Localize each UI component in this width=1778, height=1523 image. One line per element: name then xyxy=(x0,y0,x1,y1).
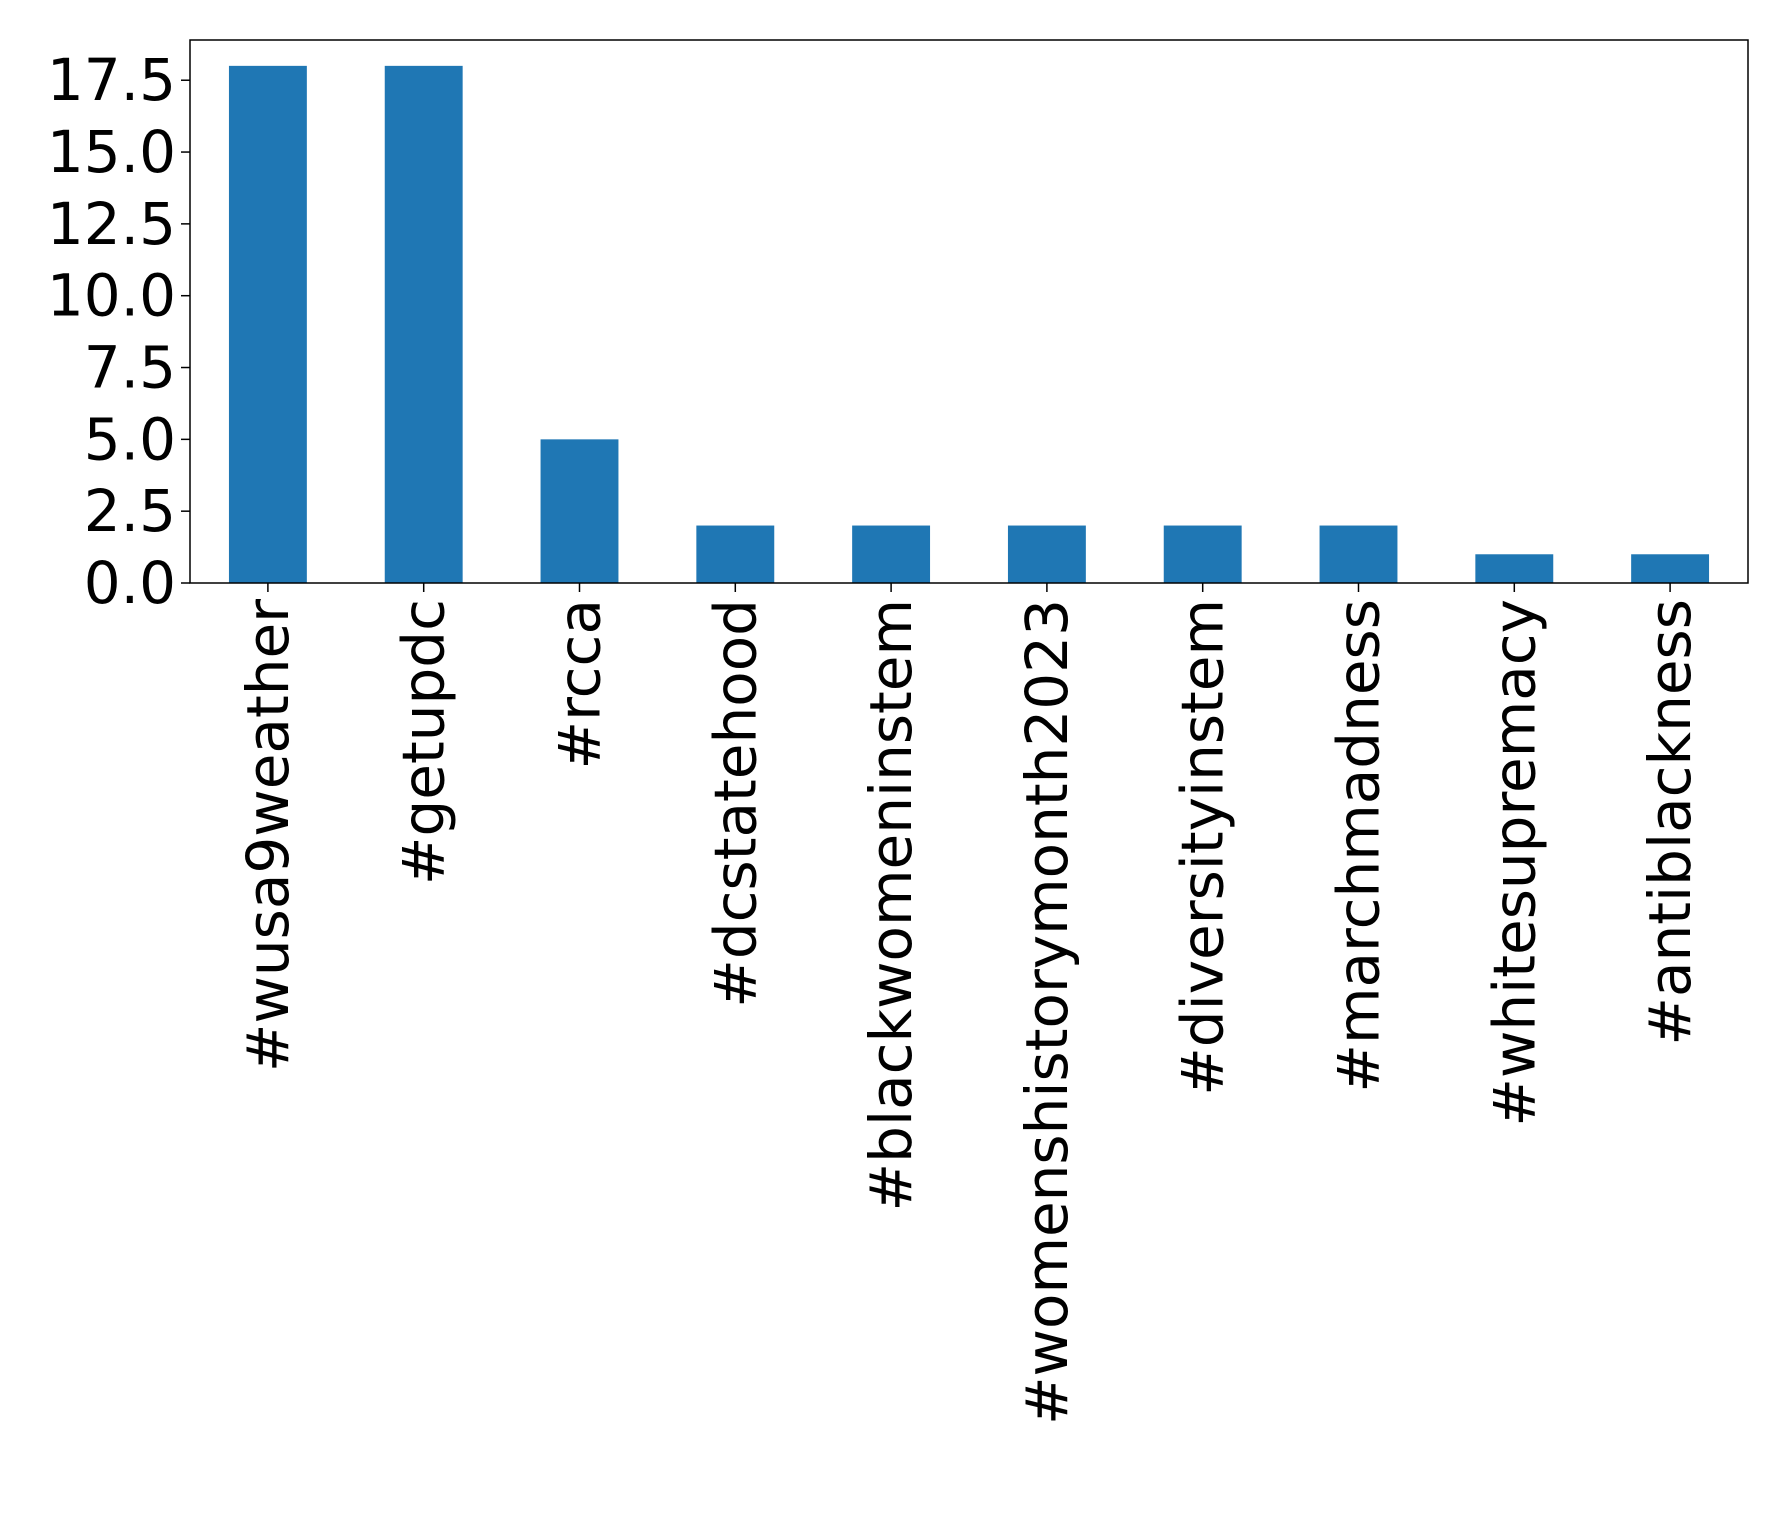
plot-area-frame xyxy=(189,39,1749,584)
bar-whitesupremacy xyxy=(1475,554,1554,583)
bar-wusa9weather xyxy=(228,65,307,584)
x-tick-label: #whitesupremacy xyxy=(1480,599,1548,1127)
x-tick-label: #diversityinstem xyxy=(1169,599,1237,1096)
x-tick-label: #antiblackness xyxy=(1636,599,1704,1046)
bar-womenshistorymonth2023 xyxy=(1007,525,1086,583)
bar-getupdc xyxy=(384,65,463,584)
y-tick-label: 7.5 xyxy=(84,334,176,402)
bar-diversityinstem xyxy=(1163,525,1242,583)
x-tick-label: #getupdc xyxy=(390,599,458,885)
x-axis: #wusa9weather #getupdc #rcca #dcstatehood #b… xyxy=(234,583,1704,1425)
y-tick-label: 12.5 xyxy=(47,190,176,258)
y-tick-label: 2.5 xyxy=(84,477,176,545)
bar-dcstatehood xyxy=(696,525,775,583)
bar-antiblackness xyxy=(1631,554,1710,583)
y-tick-label: 15.0 xyxy=(47,118,176,186)
y-tick-label: 5.0 xyxy=(84,405,176,473)
bar-rcca xyxy=(540,439,619,583)
y-tick-label: 10.0 xyxy=(47,262,176,330)
x-tick-label: #womenshistorymonth2023 xyxy=(1013,599,1081,1425)
x-tick-label: #wusa9weather xyxy=(234,599,302,1072)
bar-marchmadness xyxy=(1319,525,1398,583)
x-tick-label: #rcca xyxy=(546,599,614,770)
x-tick-label: #marchmadness xyxy=(1325,599,1393,1093)
bars-layer xyxy=(228,65,1710,584)
bar-blackwomeninstem xyxy=(852,525,931,583)
y-tick-label: 0.0 xyxy=(84,549,176,617)
x-tick-label: #blackwomeninstem xyxy=(857,599,925,1211)
y-tick-label: 17.5 xyxy=(47,46,176,114)
y-axis: 0.02.55.07.510.012.515.017.5 xyxy=(47,46,190,617)
x-tick-label: #dcstatehood xyxy=(701,599,769,1008)
